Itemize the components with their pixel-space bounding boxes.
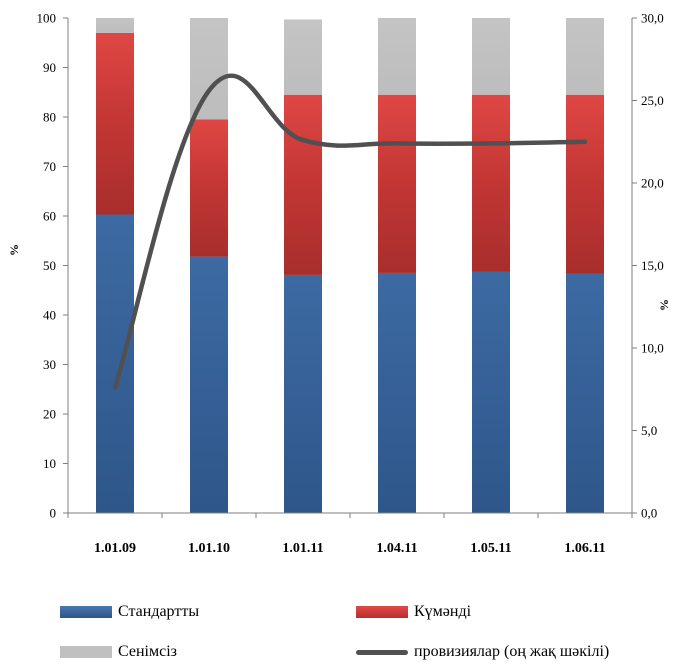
y-right-tick-label: 10,0 [641,341,664,356]
legend-swatch-standard [60,606,112,618]
legend-item-doubtful: Күмәнді [356,603,471,621]
y-left-tick-label: 60 [43,209,56,224]
bar-doubtful-6 [566,94,604,274]
y-left-tick-label: 0 [50,506,57,521]
x-tick-label: 1.01.09 [94,541,136,556]
bar-standard-2 [190,256,228,513]
legend-label-doubtful: Күмәнді [414,603,472,620]
y-left-tick-label: 40 [43,308,56,323]
y-right-tick-label: 5,0 [641,423,657,438]
y-right-tick-label: 25,0 [641,93,664,108]
bar-unreliable-4 [378,18,416,95]
bar-doubtful-2 [190,119,228,257]
x-tick-label: 1.01.11 [282,541,323,556]
y-left-tick-label: 30 [43,357,56,372]
bar-unreliable-2 [190,18,228,120]
y-left-tick-label: 10 [43,456,56,471]
legend-swatch-unreliable [60,646,112,658]
x-tick-label: 1.04.11 [376,541,417,556]
bar-doubtful-1 [96,32,134,215]
y-left-tick-label: 100 [37,11,57,26]
provisions-line [112,73,588,390]
bar-doubtful-4 [378,94,416,273]
bar-standard-3 [284,274,322,513]
y-left-tick-label: 80 [43,110,56,125]
y-left-tick-label: 70 [43,159,56,174]
legend-item-unreliable: Сенімсіз [60,643,177,661]
legend-swatch-doubtful [356,606,408,618]
y-left-axis-label: % [7,244,21,256]
line-layer [112,73,588,390]
bars-layer [96,18,604,513]
bar-standard-1 [96,214,134,513]
y-right-tick-label: 20,0 [641,176,664,191]
y-right-axis-label: % [657,299,671,311]
bar-standard-5 [472,271,510,513]
chart: 0 10 20 30 40 50 60 70 80 90 100 0,0 5,0 10,0 15,0 20,0… [7,11,671,557]
x-tick-label: 1.01.10 [188,541,230,556]
x-tick-label: 1.06.11 [564,541,605,556]
legend-label-provisions: провизиялар (оң жақ шәкілі) [414,643,610,660]
bar-standard-6 [566,273,604,513]
legend-item-provisions: провизиялар (оң жақ шәкілі) [356,643,609,661]
bar-unreliable-3 [284,19,322,95]
bar-unreliable-5 [472,18,510,95]
y-right-tick-label: 30,0 [641,11,664,26]
legend-label-unreliable: Сенімсіз [118,643,177,660]
legend-label-standard: Стандартты [118,603,200,620]
y-left-tick-label: 20 [43,407,56,422]
bar-doubtful-5 [472,94,510,272]
bar-doubtful-3 [284,94,322,275]
x-tick-label: 1.05.11 [470,541,511,556]
y-left-tick-label: 50 [43,258,56,273]
legend-item-standard: Стандартты [60,603,199,621]
y-right-tick-label: 15,0 [641,258,664,273]
y-right-tick-label: 0,0 [641,506,657,521]
bar-unreliable-1 [96,18,134,33]
bar-unreliable-6 [566,18,604,95]
axes-layer: 0 10 20 30 40 50 60 70 80 90 100 0,0 5,0 10,0 15,0 20,0… [37,11,664,557]
y-left-tick-label: 90 [43,60,56,75]
legend-swatch-provisions [356,649,408,655]
legend: Стандартты Күмәнді Сенімсіз провизиялар … [0,595,680,665]
bar-standard-4 [378,272,416,513]
